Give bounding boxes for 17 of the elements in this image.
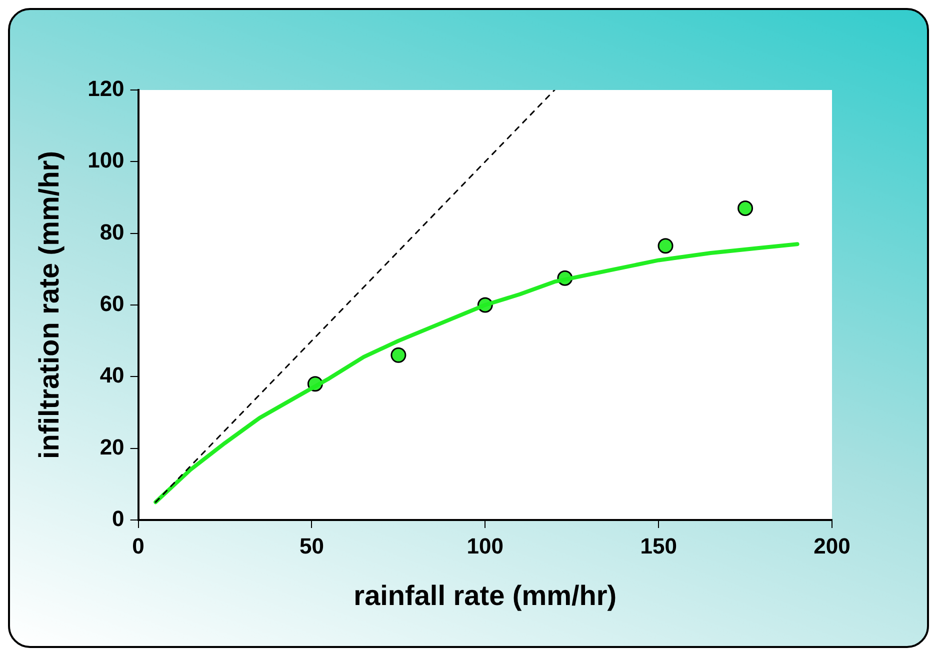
x-tick-label: 100 — [466, 533, 504, 558]
point — [390, 347, 406, 363]
y-tick-label: 0 — [112, 506, 124, 532]
y-axis-title: infiltration rate (mm/hr) — [34, 150, 65, 460]
point — [738, 200, 754, 216]
x-tick-label: 200 — [814, 533, 850, 558]
x-tick-label: 150 — [640, 533, 677, 558]
x-axis-title: rainfall rate (mm/hr) — [354, 580, 617, 611]
y-tick-label: 20 — [100, 434, 124, 460]
x-tick-label: 0 — [132, 533, 144, 558]
y-tick-label: 100 — [88, 148, 124, 173]
point — [658, 238, 674, 254]
y-tick-label: 40 — [100, 362, 124, 388]
y-tick-label: 80 — [100, 219, 124, 244]
x-tick-label: 50 — [299, 533, 324, 558]
y-tick-label: 60 — [100, 291, 124, 316]
y-tick-label: 120 — [88, 76, 124, 102]
